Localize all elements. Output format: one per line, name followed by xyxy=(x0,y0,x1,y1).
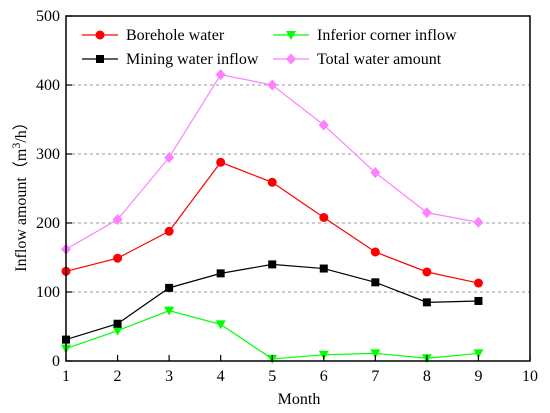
legend-label: Borehole water xyxy=(126,27,225,44)
data-point-inferior-corner-inflow xyxy=(473,349,484,359)
x-tick-label: 4 xyxy=(217,368,225,385)
legend-item-total-water-amount: Total water amount xyxy=(273,51,442,68)
data-point-borehole-water xyxy=(113,253,123,263)
x-tick-label: 9 xyxy=(474,368,482,385)
x-tick-label: 5 xyxy=(268,368,276,385)
legend-label: Inferior corner inflow xyxy=(317,27,457,44)
series-borehole-water xyxy=(61,157,483,288)
data-point-mining-water-inflow xyxy=(422,298,431,307)
data-point-total-water-amount xyxy=(318,119,329,131)
x-tick-label: 1 xyxy=(62,368,70,385)
data-point-mining-water-inflow xyxy=(113,319,122,328)
y-tick-label: 0 xyxy=(52,353,60,370)
axis-ticks: 0 100 200 300 400 500 1 2 3 4 5 6 7 8 9 10 xyxy=(36,8,538,385)
legend-label: Total water amount xyxy=(317,51,442,68)
data-point-inferior-corner-inflow xyxy=(112,326,123,336)
data-point-inferior-corner-inflow xyxy=(370,349,381,359)
data-point-borehole-water xyxy=(319,212,329,222)
x-tick-label: 10 xyxy=(522,368,538,385)
data-point-total-water-amount xyxy=(370,167,381,179)
data-point-mining-water-inflow xyxy=(474,296,483,305)
x-tick-label: 2 xyxy=(114,368,122,385)
series-line-inferior-corner-inflow xyxy=(65,309,479,360)
data-point-mining-water-inflow xyxy=(319,264,328,273)
data-point-total-water-amount xyxy=(473,216,484,228)
x-tick-label: 7 xyxy=(371,368,379,385)
data-point-mining-water-inflow xyxy=(371,278,380,287)
data-point-inferior-corner-inflow xyxy=(164,306,175,316)
plot-area-frame xyxy=(65,15,531,362)
y-tick-label: 500 xyxy=(36,8,60,25)
x-axis-title: Month xyxy=(278,391,321,408)
data-point-total-water-amount xyxy=(421,207,432,219)
x-tick-label: 8 xyxy=(423,368,431,385)
y-axis-title-tail: /h） xyxy=(12,114,30,142)
series-group xyxy=(61,69,484,364)
y-axis-title-text: Inflow amount（m xyxy=(12,148,30,272)
data-point-mining-water-inflow xyxy=(165,283,174,292)
legend-swatch-marker xyxy=(95,30,105,40)
y-tick-label: 400 xyxy=(36,77,60,94)
x-tick-label: 3 xyxy=(165,368,173,385)
data-point-borehole-water xyxy=(267,177,277,187)
y-tick-label: 100 xyxy=(36,284,60,301)
data-point-mining-water-inflow xyxy=(268,260,277,269)
data-point-total-water-amount xyxy=(112,214,123,226)
series-mining-water-inflow xyxy=(62,260,483,344)
data-point-total-water-amount xyxy=(215,69,226,81)
data-point-total-water-amount xyxy=(267,79,278,91)
y-tick-label: 300 xyxy=(36,146,60,163)
legend-item-inferior-corner-inflow: Inferior corner inflow xyxy=(273,27,457,44)
legend-swatch-marker xyxy=(96,55,104,63)
legend-swatch-marker xyxy=(286,31,296,40)
legend-item-borehole-water: Borehole water xyxy=(82,27,225,44)
y-tick-label: 200 xyxy=(36,215,60,232)
series-line-mining-water-inflow xyxy=(65,263,479,341)
series-total-water-amount xyxy=(61,69,484,255)
data-point-inferior-corner-inflow xyxy=(215,320,226,330)
data-point-borehole-water xyxy=(370,247,380,257)
data-point-total-water-amount xyxy=(164,151,175,163)
gridlines xyxy=(66,84,530,293)
x-tick-label: 6 xyxy=(320,368,328,385)
legend-item-mining-water-inflow: Mining water inflow xyxy=(82,51,259,68)
data-point-borehole-water xyxy=(164,226,174,236)
legend: Borehole water Inferior corner inflow Mini… xyxy=(82,27,457,68)
data-point-borehole-water xyxy=(473,278,483,288)
y-axis-title: Inflow amount（m3/h） xyxy=(9,114,30,272)
data-point-borehole-water xyxy=(216,157,226,167)
legend-label: Mining water inflow xyxy=(126,51,259,68)
data-point-borehole-water xyxy=(422,267,432,277)
y-axis-title-superscript: 3 xyxy=(9,143,23,149)
legend-swatch-marker xyxy=(286,53,296,65)
data-point-mining-water-inflow xyxy=(216,269,225,278)
